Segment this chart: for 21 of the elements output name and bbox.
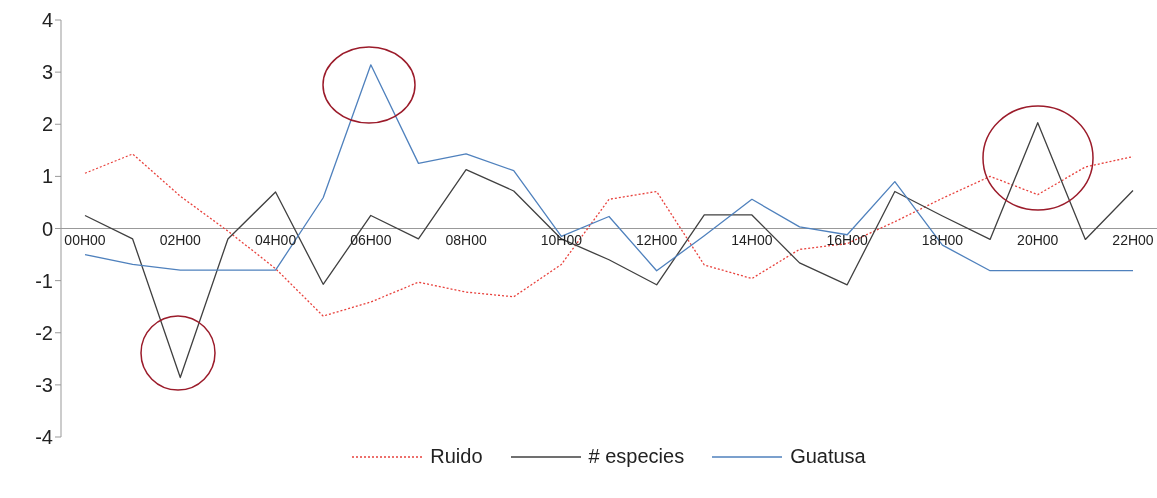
x-tick-label: 20H00 [1017,232,1059,248]
y-tick-label: -1 [35,269,53,292]
y-tick-label: 1 [41,165,53,188]
x-tick-label: 14H00 [731,232,773,248]
x-tick-label: 00H00 [64,232,106,248]
y-tick-label: -2 [35,321,53,344]
y-tick-label: -4 [35,426,53,449]
x-tick-label: 12H00 [636,232,678,248]
legend-label: # especies [588,445,685,468]
legend-label: Ruido [430,445,483,468]
x-tick-label: 04H00 [254,232,297,248]
legend-label: Guatusa [790,445,866,468]
y-tick-label: 3 [41,61,53,84]
y-tick-label: 0 [41,217,53,240]
y-tick-label: 4 [41,9,53,32]
x-tick-label: 08H00 [445,232,487,248]
y-tick-label: -3 [35,373,53,396]
y-tick-label: 2 [41,113,53,136]
x-tick-label: 02H00 [159,232,202,248]
x-tick-label: 16H00 [826,232,869,248]
x-tick-label: 22H00 [1112,232,1154,248]
